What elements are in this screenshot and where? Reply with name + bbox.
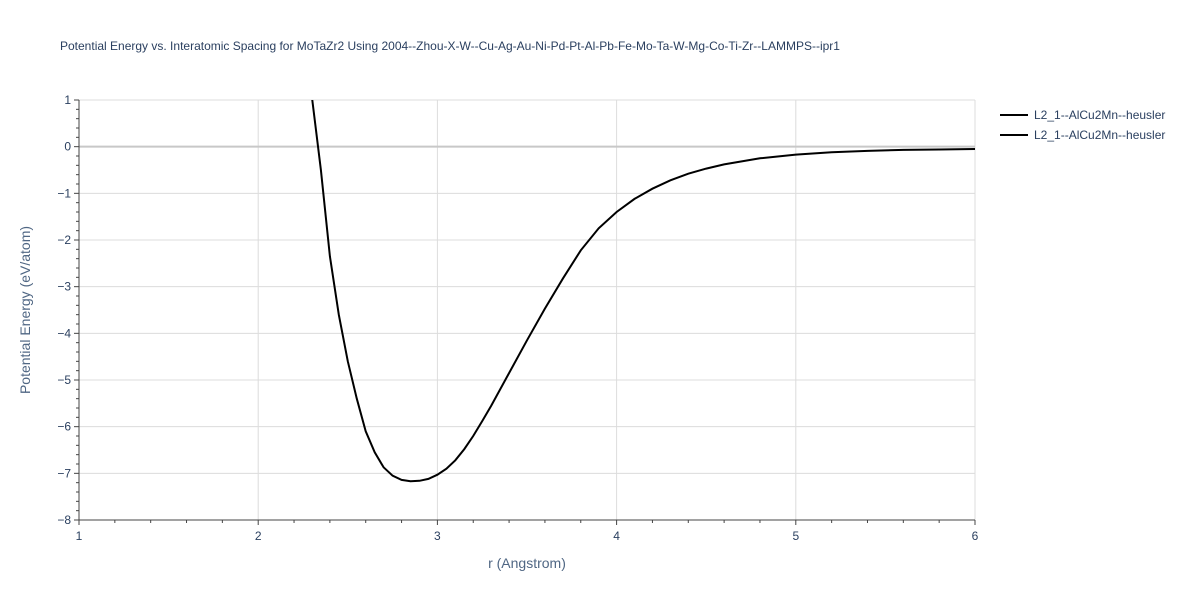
x-tick-label: 5 bbox=[792, 529, 799, 543]
y-tick-label: −8 bbox=[57, 513, 71, 527]
legend-item-label[interactable]: L2_1--AlCu2Mn--heusler bbox=[1034, 128, 1165, 142]
series-layer bbox=[311, 100, 975, 483]
y-tick-label: 1 bbox=[64, 93, 71, 107]
x-tick-label: 3 bbox=[434, 529, 441, 543]
x-tick-label: 1 bbox=[76, 529, 83, 543]
y-tick-label: −5 bbox=[57, 373, 71, 387]
chart-title: Potential Energy vs. Interatomic Spacing… bbox=[60, 39, 840, 53]
legend[interactable]: L2_1--AlCu2Mn--heusler L2_1--AlCu2Mn--heu… bbox=[1000, 108, 1165, 142]
axis-layer bbox=[78, 100, 975, 521]
x-axis-title: r (Angstrom) bbox=[488, 555, 566, 571]
series-line-0 bbox=[311, 100, 975, 483]
y-tick-label: −1 bbox=[57, 186, 71, 200]
x-tick-label: 2 bbox=[255, 529, 262, 543]
x-tick-label: 4 bbox=[613, 529, 620, 543]
grid-layer bbox=[79, 99, 976, 520]
y-tick-label: 0 bbox=[64, 140, 71, 154]
y-tick-label: −4 bbox=[57, 326, 71, 340]
x-tick-label: 6 bbox=[972, 529, 979, 543]
legend-item-label[interactable]: L2_1--AlCu2Mn--heusler bbox=[1034, 108, 1165, 122]
y-tick-label: −3 bbox=[57, 280, 71, 294]
y-tick-label: −2 bbox=[57, 233, 71, 247]
tick-layer: 1 2 3 4 5 6 1 0 −1 −2 −3 −4 −5 −6 −7 −8 bbox=[57, 93, 978, 543]
y-tick-label: −7 bbox=[57, 466, 71, 480]
y-axis-title: Potential Energy (eV/atom) bbox=[17, 226, 33, 394]
y-tick-label: −6 bbox=[57, 420, 71, 434]
